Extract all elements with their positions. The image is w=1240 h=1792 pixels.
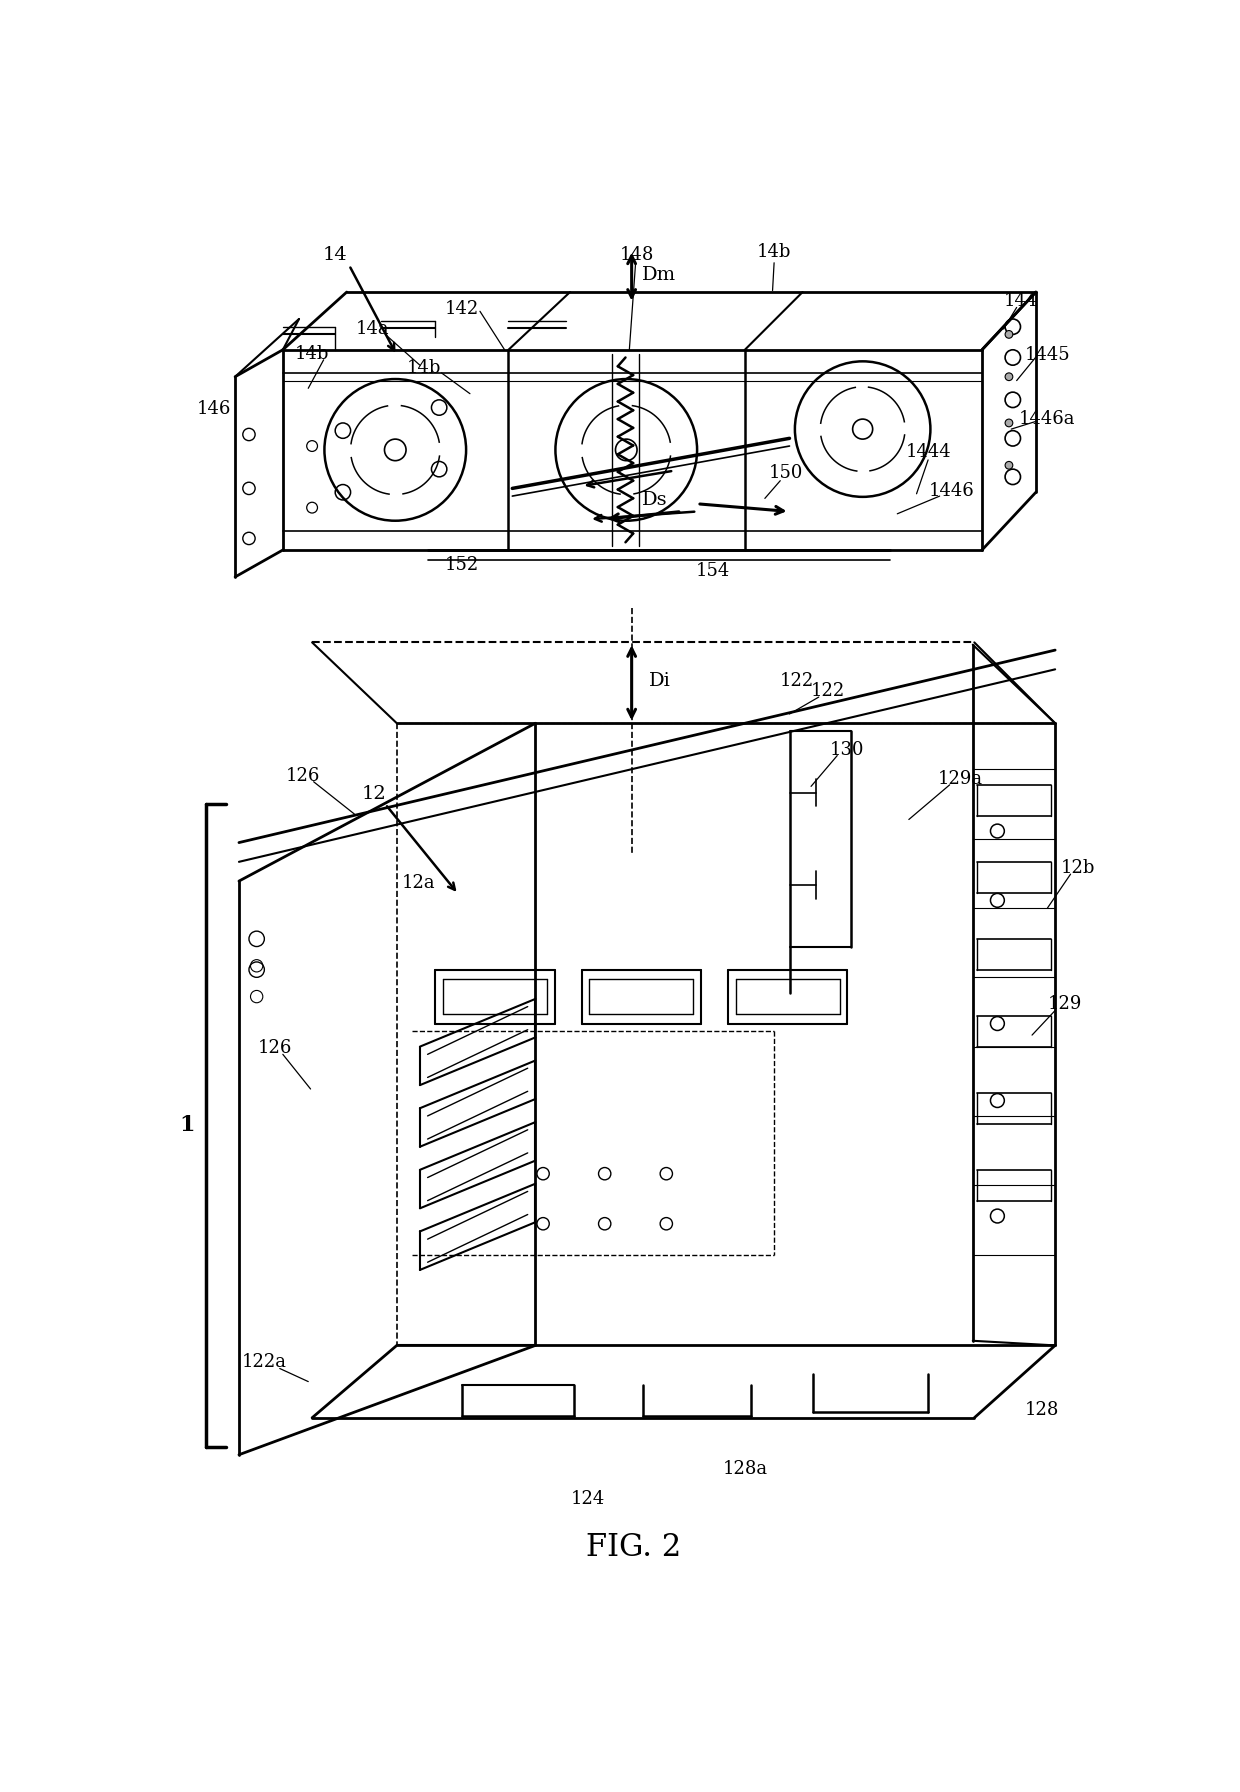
Text: 1445: 1445 — [1024, 346, 1070, 364]
Text: 126: 126 — [285, 767, 320, 785]
Text: 122: 122 — [780, 672, 815, 690]
Text: 144: 144 — [1003, 292, 1038, 310]
Text: FIG. 2: FIG. 2 — [587, 1532, 682, 1563]
Text: Dm: Dm — [641, 265, 676, 285]
Text: 12: 12 — [361, 785, 386, 803]
Text: 129: 129 — [1048, 995, 1083, 1012]
Text: 130: 130 — [830, 742, 864, 760]
Text: Di: Di — [650, 672, 671, 690]
Circle shape — [1006, 462, 1013, 470]
Circle shape — [1006, 330, 1013, 339]
Text: 128a: 128a — [722, 1460, 768, 1478]
Text: 14b: 14b — [407, 358, 441, 376]
Circle shape — [1006, 419, 1013, 426]
Text: 126: 126 — [258, 1039, 293, 1057]
Text: 1444: 1444 — [905, 443, 951, 461]
Text: 14b: 14b — [295, 344, 330, 362]
Text: 154: 154 — [696, 561, 729, 581]
Text: 148: 148 — [620, 246, 655, 263]
Text: 14b: 14b — [756, 244, 791, 262]
Text: 14: 14 — [322, 246, 347, 263]
Text: 128: 128 — [1025, 1401, 1059, 1419]
Text: Ds: Ds — [642, 491, 667, 509]
Text: 152: 152 — [445, 556, 480, 575]
Text: 124: 124 — [570, 1491, 605, 1509]
Text: 12a: 12a — [402, 874, 435, 892]
Text: 129a: 129a — [937, 771, 983, 788]
Text: 12b: 12b — [1061, 858, 1095, 876]
Text: 122a: 122a — [242, 1353, 286, 1371]
Circle shape — [1006, 373, 1013, 380]
Text: 146: 146 — [197, 400, 231, 418]
Text: 1446a: 1446a — [1019, 410, 1076, 428]
Text: 142: 142 — [445, 299, 480, 317]
Text: 122: 122 — [811, 683, 846, 701]
Text: 150: 150 — [769, 464, 802, 482]
Text: 1: 1 — [180, 1115, 195, 1136]
Text: 1446: 1446 — [929, 482, 975, 500]
Text: 14a: 14a — [356, 321, 389, 339]
